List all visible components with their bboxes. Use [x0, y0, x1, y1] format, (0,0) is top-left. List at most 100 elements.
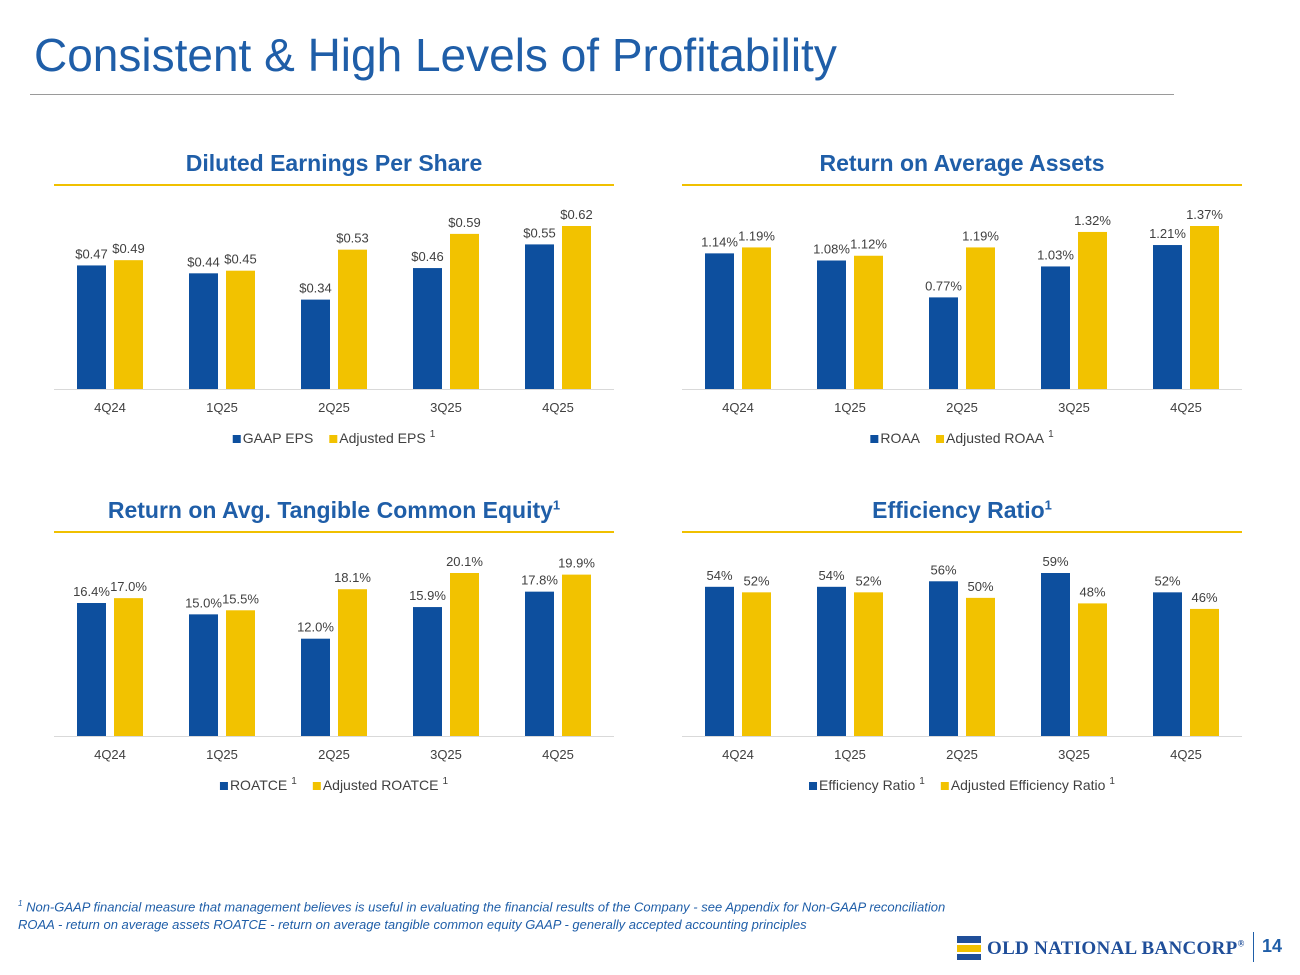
- x-tick-label: 1Q25: [834, 747, 866, 762]
- chart-title-rule: [54, 184, 614, 186]
- data-label: 19.9%: [558, 556, 595, 571]
- legend-label: GAAP EPS: [243, 430, 314, 446]
- data-label: $0.53: [336, 231, 369, 246]
- legend-sup: 1: [291, 776, 297, 787]
- data-label: $0.46: [411, 249, 444, 264]
- chart-title-rule: [54, 531, 614, 533]
- bar-series2: [226, 610, 255, 736]
- bar-series1: [301, 638, 330, 736]
- x-tick-label: 4Q24: [722, 747, 754, 762]
- data-label: 1.12%: [850, 237, 887, 252]
- logo-mark-icon: [957, 936, 981, 960]
- bar-series1: [189, 273, 218, 389]
- bar-series2: [742, 247, 771, 389]
- bar-series2: [854, 592, 883, 736]
- x-tick-label: 3Q25: [1058, 747, 1090, 762]
- legend-sup: 1: [1109, 776, 1115, 787]
- footnote-marker: 1: [18, 899, 23, 908]
- chart-title: Return on Avg. Tangible Common Equity1: [54, 497, 614, 524]
- legend-sup: 1: [442, 776, 448, 787]
- bar-series2: [966, 247, 995, 389]
- page-number-divider: [1253, 932, 1254, 962]
- bar-series1: [929, 297, 958, 389]
- x-tick-label: 4Q24: [94, 747, 126, 762]
- bar-series1: [189, 614, 218, 736]
- legend-item: ROATCE 1: [219, 776, 297, 793]
- chart-title-sup: 1: [552, 497, 561, 513]
- bar-series1: [817, 586, 846, 736]
- data-label: 15.0%: [185, 595, 222, 610]
- bar-series1: [525, 591, 554, 736]
- legend-item: Efficiency Ratio 1: [809, 776, 925, 793]
- data-label: 12.0%: [297, 620, 334, 635]
- bar-series2: [114, 260, 143, 389]
- data-label: 50%: [967, 579, 993, 594]
- footnote-abbreviations: ROAA - return on average assets ROATCE -…: [18, 917, 807, 932]
- bar-series1: [77, 265, 106, 389]
- bar-series2: [1078, 231, 1107, 389]
- bar-series2: [854, 255, 883, 389]
- footnote-text: Non-GAAP financial measure that manageme…: [26, 899, 946, 915]
- legend-label: Adjusted EPS: [339, 430, 425, 446]
- bar-series2: [338, 249, 367, 389]
- legend-label: ROATCE: [230, 777, 287, 793]
- data-label: 59%: [1042, 554, 1068, 569]
- legend-sup: 1: [430, 429, 436, 440]
- chart-title-sup: 1: [1044, 497, 1052, 513]
- x-tick-label: 4Q24: [94, 400, 126, 415]
- data-label: $0.34: [299, 281, 332, 296]
- data-label: 1.21%: [1149, 226, 1186, 241]
- bar-series1: [705, 586, 734, 736]
- bar-series1: [1153, 245, 1182, 389]
- data-label: 48%: [1079, 584, 1105, 599]
- bar-series1: [413, 268, 442, 389]
- chart-title-text: Efficiency Ratio: [872, 497, 1045, 523]
- chart-title-rule: [682, 184, 1242, 186]
- legend-item: ROAA: [870, 430, 921, 446]
- bar-series1: [1153, 592, 1182, 736]
- efficiency-chart: 54% 52% 4Q24 54% 52% 1Q25 56% 50% 2Q25 59% 48% 3Q25…: [682, 554, 1242, 793]
- bar-series1: [77, 603, 106, 736]
- footnote-non-gaap: 1 Non-GAAP financial measure that manage…: [18, 899, 945, 914]
- roatce-chart: 16.4% 17.0% 4Q24 15.0% 15.5% 1Q25 12.0% 18.1% 2Q…: [54, 554, 614, 793]
- data-label: $0.62: [560, 207, 593, 222]
- eps-chart: $0.47 $0.49 4Q24 $0.44 $0.45 1Q25 $0.34 $0.53 2Q…: [54, 207, 614, 446]
- x-tick-label: 2Q25: [946, 400, 978, 415]
- data-label: 1.14%: [701, 234, 738, 249]
- legend-sup: 1: [1048, 429, 1054, 440]
- logo-text: OLD NATIONAL BANCORP®: [987, 938, 1245, 959]
- chart-title-text: Return on Avg. Tangible Common Equity: [107, 497, 553, 523]
- title-divider: [30, 94, 1174, 95]
- bar-series2: [742, 592, 771, 736]
- bar-series2: [562, 226, 591, 389]
- legend-swatch: [312, 782, 321, 790]
- chart-title-text: Return on Average Assets: [819, 150, 1105, 176]
- bar-series2: [1190, 226, 1219, 389]
- bar-series1: [525, 244, 554, 389]
- data-label: 52%: [855, 573, 881, 588]
- data-label: 52%: [743, 573, 769, 588]
- legend-item: GAAP EPS: [232, 430, 314, 446]
- data-label: 16.4%: [73, 584, 110, 599]
- roaa-chart-panel: Return on Average Assets 1.14% 1.19% 4Q24 1…: [682, 150, 1242, 480]
- chart-title: Return on Average Assets: [682, 150, 1242, 177]
- bar-series2: [226, 270, 255, 389]
- x-tick-label: 1Q25: [834, 400, 866, 415]
- data-label: $0.47: [75, 246, 108, 261]
- x-tick-label: 4Q25: [542, 400, 574, 415]
- bar-series2: [966, 597, 995, 736]
- data-label: $0.59: [448, 215, 481, 230]
- data-label: 20.1%: [446, 554, 483, 569]
- x-tick-label: 2Q25: [318, 747, 350, 762]
- legend-label: Efficiency Ratio: [819, 777, 915, 793]
- legend-item: Adjusted Efficiency Ratio 1: [940, 776, 1115, 793]
- data-label: 18.1%: [334, 570, 371, 585]
- bar-series1: [929, 581, 958, 736]
- x-tick-label: 4Q25: [542, 747, 574, 762]
- company-logo: OLD NATIONAL BANCORP®: [957, 934, 1257, 964]
- legend-label: Adjusted Efficiency Ratio: [951, 777, 1106, 793]
- data-label: 15.5%: [222, 591, 259, 606]
- legend-swatch: [329, 435, 338, 443]
- bar-series1: [413, 607, 442, 736]
